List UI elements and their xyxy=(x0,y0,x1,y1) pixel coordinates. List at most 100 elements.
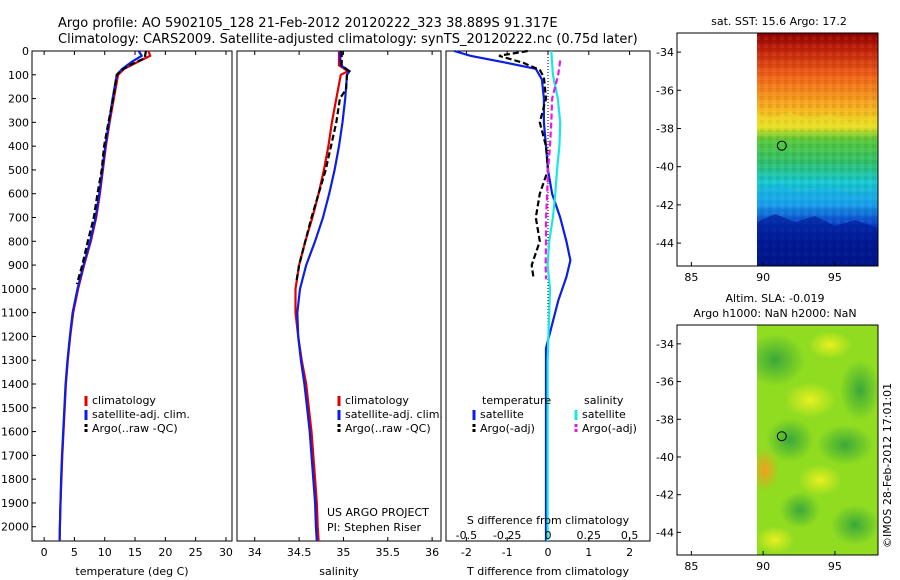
series-line-temperature-argo-adj- xyxy=(498,49,550,280)
map-x-tick-label: 85 xyxy=(684,560,698,573)
map-y-tick-label: -44 xyxy=(656,237,674,250)
difference-legend: temperature salinitysatelliteArgo(-adj)sa… xyxy=(472,394,637,435)
s-tick-label: 0 xyxy=(545,529,552,542)
series-line-satellite-adj-clim- xyxy=(58,50,144,542)
map-y-tick-label: -38 xyxy=(656,413,674,426)
y-tick-label: 900 xyxy=(8,259,29,272)
x-tick-label: 2 xyxy=(626,546,633,559)
y-tick-label: 300 xyxy=(8,116,29,129)
series-line-salinity-satellite xyxy=(546,50,562,541)
series-line-temperature-satellite xyxy=(453,49,572,541)
sst-field xyxy=(757,33,878,266)
y-tick-label: 200 xyxy=(8,93,29,106)
legend-label: satellite xyxy=(582,408,626,421)
salinity-series xyxy=(294,50,352,542)
x-tick-label: -1 xyxy=(502,546,513,559)
map-x-tick-label: 90 xyxy=(756,271,770,284)
map-y-tick-label: -38 xyxy=(656,122,674,135)
x-tick-label: 35.5 xyxy=(376,546,401,559)
x-tick-label: 10 xyxy=(98,546,112,559)
x-tick-label: 30 xyxy=(219,546,233,559)
legend-label: Argo(..raw -QC) xyxy=(345,422,431,435)
sst-argo-location-marker xyxy=(776,140,787,151)
legend-label: Argo(-adj) xyxy=(582,422,637,435)
map-y-tick-label: -34 xyxy=(656,338,674,351)
map-y-tick-label: -42 xyxy=(656,489,674,502)
x-tick-label: 25 xyxy=(189,546,203,559)
temperature-panel: 0100200300400500600700800900100011001200… xyxy=(1,45,233,578)
s-difference-tick-labels: -0.5 -0.25 0 0.25 0.5 xyxy=(456,529,639,542)
map-y-tick-label: -42 xyxy=(656,199,674,212)
y-tick-label: 1900 xyxy=(1,497,29,510)
y-tick-label: 1700 xyxy=(1,449,29,462)
legend-label: satellite xyxy=(480,408,524,421)
y-tick-label: 0 xyxy=(22,45,29,58)
y-tick-label: 1000 xyxy=(1,283,29,296)
map-y-tick-label: -36 xyxy=(656,376,674,389)
sst-map-panel: sat. SST: 15.6 Argo: 17.2 85 90 95 -34 -36 -3… xyxy=(656,15,879,284)
legend-title-temperature: temperature xyxy=(482,394,551,407)
sla-field xyxy=(757,325,878,555)
x-tick-label: 0 xyxy=(545,546,552,559)
salinity-tick-labels: 34 34.5 35 35.5 36 xyxy=(248,51,439,559)
legend-title-salinity: salinity xyxy=(584,394,624,407)
sla-map-frame xyxy=(676,324,879,556)
s-difference-axis-label: S difference from climatology xyxy=(467,514,630,527)
depth-tick-labels: 0 100 200 300 400 500 600 700 800 900 1000 1100 1200… xyxy=(1,45,36,534)
difference-panel: -2 -1 0 1 2 temperature salinitysatelliteArgo… xyxy=(445,49,651,578)
x-tick-label: 34 xyxy=(248,546,262,559)
legend-label: satellite-adj. clim. xyxy=(92,408,190,421)
series-line-climatology xyxy=(58,50,152,542)
x-tick-label: 5 xyxy=(71,546,78,559)
legend-label: Argo(-adj) xyxy=(480,422,535,435)
y-tick-label: 1500 xyxy=(1,402,29,415)
s-tick-label: 0.5 xyxy=(621,529,639,542)
y-tick-label: 800 xyxy=(8,235,29,248)
y-tick-label: 1100 xyxy=(1,307,29,320)
sla-map-title-1: Altim. SLA: -0.019 xyxy=(725,292,824,305)
map-x-tick-label: 90 xyxy=(756,560,770,573)
series-line-satellite-adj-clim- xyxy=(296,50,352,542)
map-y-tick-label: -36 xyxy=(656,84,674,97)
legend-label: climatology xyxy=(92,394,156,407)
legend-label: satellite-adj. clim. xyxy=(345,408,443,421)
map-x-tick-label: 95 xyxy=(828,560,842,573)
legend-label: Argo(..raw -QC) xyxy=(92,422,178,435)
map-y-tick-label: -40 xyxy=(656,161,674,174)
map-y-tick-label: -40 xyxy=(656,451,674,464)
sla-argo-location-marker xyxy=(776,431,787,442)
series-line-argo-raw-qc- xyxy=(75,50,147,285)
x-tick-label: 20 xyxy=(158,546,172,559)
map-x-tick-label: 85 xyxy=(684,271,698,284)
salinity-panel: 34 34.5 35 35.5 36 climatologysatellite-adj.… xyxy=(236,50,443,578)
map-y-tick-label: -44 xyxy=(656,526,674,539)
t-difference-axis-label: T difference from climatology xyxy=(466,565,629,578)
salinity-axis-label: salinity xyxy=(319,565,359,578)
temperature-axes-box xyxy=(31,50,233,542)
sst-map-frame xyxy=(676,32,879,267)
series-line-salinity-argo-adj- xyxy=(544,60,562,280)
header-line-1: Argo profile: AO 5902105_128 21-Feb-2012… xyxy=(58,16,558,31)
sla-map-ticks: 85 90 95 -34 -36 -38 -40 -42 -44 xyxy=(656,338,842,573)
series-line-climatology xyxy=(294,51,351,542)
difference-series xyxy=(453,49,572,541)
imos-watermark: ©IMOS 28-Feb-2012 17:01:01 xyxy=(881,383,894,548)
sla-map-panel: Altim. SLA: -0.019 Argo h1000: NaN h2000… xyxy=(656,292,879,573)
project-credit: US ARGO PROJECT xyxy=(327,506,429,519)
y-tick-label: 1600 xyxy=(1,426,29,439)
x-tick-label: 0 xyxy=(41,546,48,559)
y-tick-label: 1200 xyxy=(1,330,29,343)
x-tick-label: 35 xyxy=(336,546,350,559)
sla-map-title-2: Argo h1000: NaN h2000: NaN xyxy=(693,307,856,320)
x-tick-label: 15 xyxy=(128,546,142,559)
y-tick-label: 1400 xyxy=(1,378,29,391)
header-line-2: Climatology: CARS2009. Satellite-adjuste… xyxy=(58,32,638,47)
temperature-axis-label: temperature (deg C) xyxy=(75,565,188,578)
x-tick-label: -2 xyxy=(461,546,472,559)
pi-credit: PI: Stephen Riser xyxy=(327,521,422,534)
s-tick-label: -0.25 xyxy=(493,529,521,542)
y-tick-label: 100 xyxy=(8,69,29,82)
